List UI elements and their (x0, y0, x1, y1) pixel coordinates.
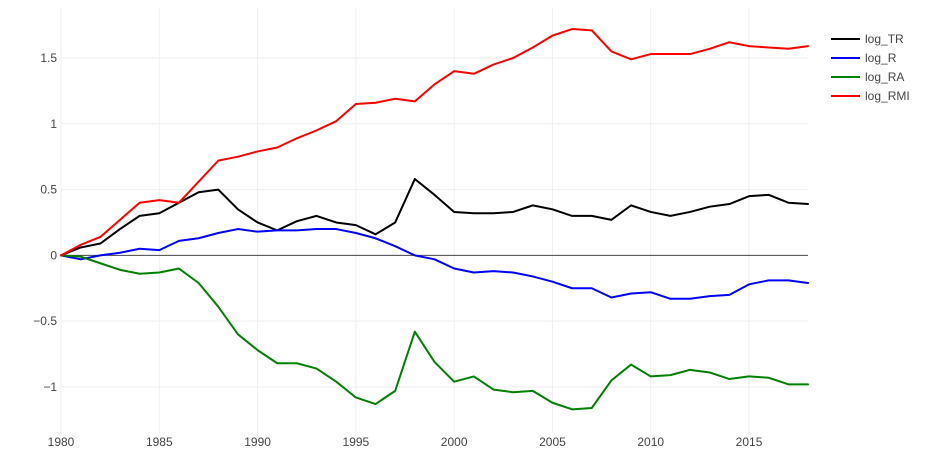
legend-label: log_RA (865, 70, 904, 84)
series-line-log-ra (60, 254, 809, 411)
axis-labels-layer: 1980 1985 1990 1995 2000 2005 2010 2015 −1 −0.5 0 0… (33, 51, 762, 449)
legend-item-log-ra[interactable]: log_RA (831, 70, 904, 84)
x-tick-label: 1990 (244, 435, 271, 449)
grid-layer (60, 8, 808, 433)
legend-label: log_TR (865, 32, 904, 46)
y-tick-label: 0 (50, 248, 57, 262)
x-tick-label: 2005 (539, 435, 566, 449)
series-line-log-r (60, 228, 809, 300)
y-tick-label: 1.5 (40, 51, 57, 65)
x-tick-label: 2015 (736, 435, 763, 449)
series-line-log-rmi (60, 28, 809, 257)
legend-label: log_RMI (865, 89, 910, 103)
y-tick-label: −1 (43, 380, 57, 394)
x-tick-label: 2010 (637, 435, 664, 449)
legend-item-log-r[interactable]: log_R (831, 51, 897, 65)
x-tick-label: 1980 (48, 435, 75, 449)
legend-label: log_R (865, 51, 897, 65)
series-line-log-tr (60, 178, 809, 257)
y-tick-label: −0.5 (33, 314, 57, 328)
y-tick-label: 1 (50, 117, 57, 131)
series-layer (60, 28, 809, 411)
legend[interactable]: log_TR log_R log_RA log_RMI (831, 32, 910, 103)
x-tick-label: 1985 (146, 435, 173, 449)
legend-item-log-tr[interactable]: log_TR (831, 32, 904, 46)
x-tick-label: 2000 (441, 435, 468, 449)
legend-item-log-rmi[interactable]: log_RMI (831, 89, 910, 103)
y-tick-label: 0.5 (40, 183, 57, 197)
x-tick-label: 1995 (343, 435, 370, 449)
